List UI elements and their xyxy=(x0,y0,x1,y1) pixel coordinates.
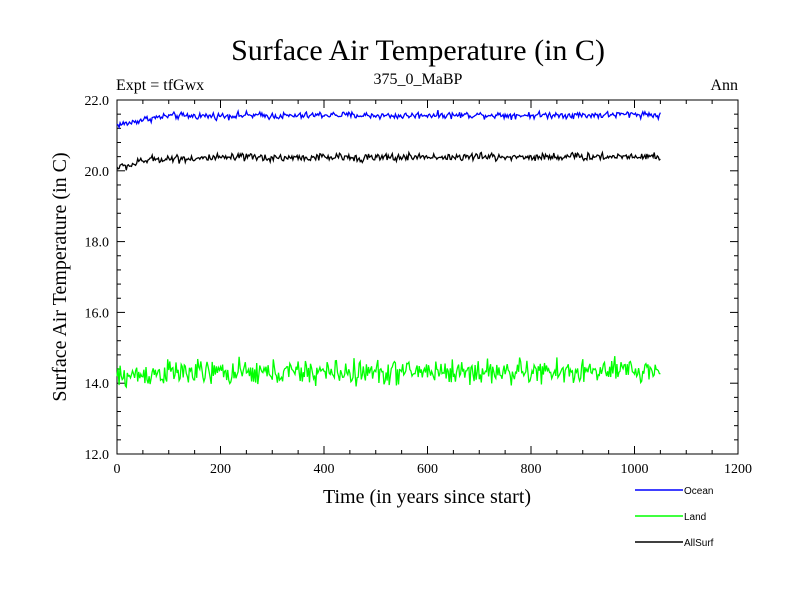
legend-label-land: Land xyxy=(684,512,706,523)
x-tick-label: 200 xyxy=(210,462,231,477)
series-line-land xyxy=(116,356,661,389)
y-axis-label: Surface Air Temperature (in C) xyxy=(49,152,71,401)
series-line-ocean xyxy=(116,108,661,130)
x-tick-label: 800 xyxy=(521,462,542,477)
y-tick-label: 16.0 xyxy=(85,306,110,321)
legend: Ocean Land AllSurf xyxy=(635,486,714,549)
legend-label-ocean: Ocean xyxy=(684,486,713,497)
axis-ticks: 0 200 400 600 800 1000 1200 12.0 14.0 16.0 18.0 20.… xyxy=(85,94,753,477)
season-label: Ann xyxy=(710,77,738,94)
chart-subtitle: 375_0_MaBP xyxy=(374,71,463,88)
y-tick-label: 12.0 xyxy=(85,448,110,463)
y-tick-label: 20.0 xyxy=(85,165,110,180)
x-tick-label: 600 xyxy=(417,462,438,477)
plot-frame xyxy=(116,99,739,455)
series-layer xyxy=(116,108,661,389)
x-tick-label: 1000 xyxy=(621,462,649,477)
legend-label-allsurf: AllSurf xyxy=(684,538,714,549)
plot-area xyxy=(116,99,739,455)
x-axis-label: Time (in years since start) xyxy=(323,486,531,508)
x-tick-label: 1200 xyxy=(724,462,752,477)
y-tick-label: 22.0 xyxy=(85,94,110,109)
x-tick-label: 400 xyxy=(314,462,335,477)
x-tick-label: 0 xyxy=(114,462,121,477)
y-tick-label: 18.0 xyxy=(85,236,110,251)
experiment-label: Expt = tfGwx xyxy=(116,77,204,94)
series-line-allsurf xyxy=(116,150,661,171)
y-tick-label: 14.0 xyxy=(85,377,110,392)
chart-title: Surface Air Temperature (in C) xyxy=(231,34,605,67)
